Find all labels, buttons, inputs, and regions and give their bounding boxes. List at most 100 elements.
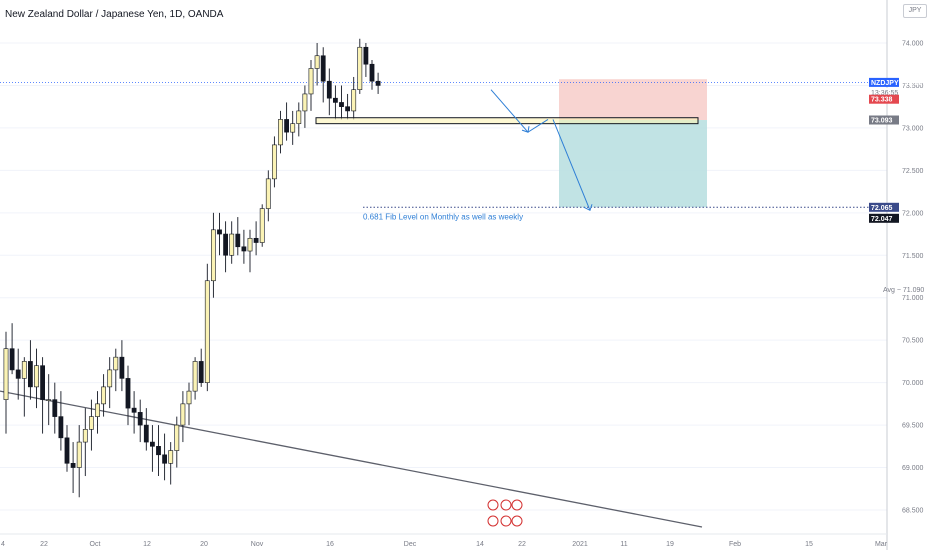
candle-body — [339, 102, 344, 107]
price-tick-label: 70.000 — [902, 380, 924, 387]
candle-body — [253, 237, 259, 243]
currency-button[interactable]: JPY — [903, 4, 927, 18]
price-tick-label: 69.000 — [902, 465, 924, 472]
time-tick-label: 20 — [200, 541, 208, 548]
resistance-zone — [315, 117, 699, 125]
candle-body — [21, 361, 27, 379]
time-tick-label: 11 — [620, 541, 627, 548]
price-tick-label: 68.500 — [902, 508, 924, 515]
candle-body — [345, 106, 350, 112]
candle-body — [186, 390, 192, 405]
candle-body — [363, 46, 369, 65]
candle-body — [332, 97, 338, 103]
candle-body — [46, 399, 52, 401]
entry-price-tag: 73.093 — [871, 118, 893, 125]
time-tick-label: Oct — [90, 541, 101, 548]
candle-body — [89, 416, 94, 430]
time-tick-label: 4 — [1, 541, 5, 548]
candle-body — [156, 446, 161, 456]
price-tick-label: 73.000 — [902, 125, 924, 132]
candle-body — [314, 55, 320, 69]
stop-loss-zone — [559, 79, 707, 121]
time-tick-label: Mar — [875, 541, 888, 548]
time-tick-label: 19 — [666, 541, 674, 548]
event-icon — [487, 499, 499, 511]
candle-body — [229, 233, 235, 256]
event-icon — [487, 515, 499, 527]
price-tick-label: 72.500 — [902, 168, 924, 175]
candle-body — [192, 361, 198, 392]
price-tick-label: 74.000 — [902, 41, 924, 48]
stop-price-tag-bg — [869, 94, 899, 104]
candle-body — [107, 369, 113, 388]
candle-body — [15, 369, 21, 379]
candle-body — [351, 89, 357, 112]
candle-body — [369, 63, 375, 82]
candle-body — [27, 361, 33, 388]
candle-body — [217, 229, 222, 235]
candle-body — [168, 450, 174, 464]
price-tick-label: 72.000 — [902, 210, 924, 217]
candle-body — [180, 403, 186, 426]
avg-price-label: Avg − 71.090 — [883, 287, 924, 294]
candle-body — [247, 237, 253, 252]
candle-body — [308, 68, 314, 95]
event-icon — [500, 499, 512, 511]
trendline — [0, 390, 703, 528]
candle-body — [76, 441, 82, 468]
candle-body — [143, 424, 149, 443]
candle-body — [64, 437, 70, 464]
entry-price-tag-bg — [869, 115, 899, 125]
arrowhead-2 — [583, 204, 593, 211]
candle-body — [101, 386, 106, 405]
target-price-tag: 72.065 — [871, 205, 893, 212]
price-tick-label: 69.500 — [902, 423, 924, 430]
price-tick-label: 73.500 — [902, 83, 924, 90]
price-tick-label: 71.500 — [902, 253, 924, 260]
countdown-tag: 13:36:55 — [871, 90, 898, 97]
arrowhead-1 — [521, 126, 530, 133]
candle-body — [290, 123, 296, 133]
time-tick-label: Feb — [729, 541, 741, 548]
time-tick-label: Nov — [251, 541, 264, 548]
candle-body — [357, 46, 363, 90]
candle-body — [125, 378, 131, 409]
candle-body — [82, 429, 88, 443]
candle-body — [223, 233, 228, 256]
candle-body — [52, 399, 58, 417]
candle-body — [34, 365, 39, 388]
time-tick-label: 16 — [326, 541, 334, 548]
stop-price-tag: 73.338 — [871, 97, 893, 104]
fib-price-tag-bg — [869, 213, 899, 223]
candle-body — [198, 361, 204, 383]
candle-body — [137, 412, 143, 426]
candle-body — [259, 208, 265, 243]
candle-body — [265, 178, 271, 209]
fib-level-label: 0.681 Fib Level on Monthly as well as we… — [363, 212, 523, 221]
time-tick-label: 2021 — [572, 541, 588, 548]
time-tick-label: 12 — [143, 541, 151, 548]
candle-body — [320, 55, 326, 82]
take-profit-zone — [559, 120, 707, 208]
candle-body — [9, 348, 15, 371]
candle-body — [375, 80, 381, 86]
candle-body — [95, 403, 100, 417]
candle-body — [271, 144, 277, 180]
candle-body — [211, 229, 216, 282]
candle-body — [241, 246, 247, 252]
candle-body — [119, 356, 125, 379]
candle-body — [235, 233, 241, 248]
candle-body — [162, 454, 167, 464]
current-price-tag-bg — [869, 77, 899, 87]
countdown-tag-bg — [869, 87, 899, 97]
projection-arrow-2 — [552, 119, 591, 211]
candle-body — [3, 348, 9, 400]
candle-body — [40, 365, 45, 400]
price-tick-label: 70.500 — [902, 338, 924, 345]
candle-body — [113, 356, 119, 371]
candle-body — [284, 119, 289, 133]
candle-body — [302, 93, 308, 112]
candle-body — [150, 441, 155, 447]
time-tick-label: 22 — [518, 541, 526, 548]
